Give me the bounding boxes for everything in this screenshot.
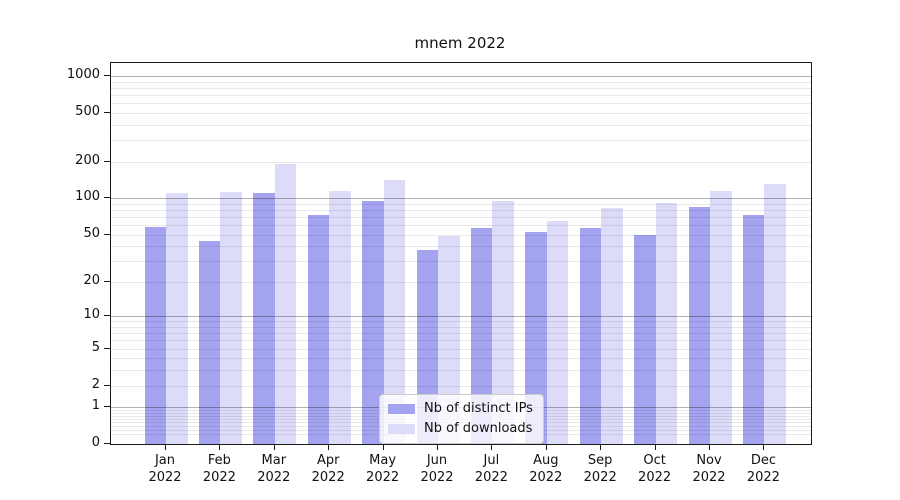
y-tick-mark — [104, 406, 110, 408]
x-tick-mark — [273, 444, 275, 450]
bar — [307, 214, 330, 444]
x-tick-mark — [654, 444, 656, 450]
bar — [492, 200, 514, 444]
bar — [710, 190, 732, 444]
bar — [601, 207, 623, 444]
y-tick-label: 100 — [75, 189, 100, 205]
legend-swatch — [388, 403, 415, 414]
bar — [764, 184, 786, 444]
bar — [198, 241, 221, 444]
x-tick-mark — [709, 444, 710, 450]
x-tick-label: Dec 2022 — [746, 453, 780, 485]
bars-layer — [111, 63, 811, 444]
x-tick-label: Nov 2022 — [692, 453, 726, 485]
bar — [166, 193, 188, 444]
bar — [220, 192, 242, 444]
bar — [470, 227, 493, 444]
x-tick-mark — [328, 444, 330, 450]
bar — [329, 190, 351, 444]
x-tick-mark — [382, 444, 384, 450]
y-tick-mark — [104, 111, 110, 113]
y-tick-mark — [104, 443, 110, 444]
y-tick-mark — [104, 384, 110, 386]
x-tick-mark — [437, 444, 438, 450]
y-tick-label: 1 — [91, 398, 100, 414]
x-tick-label: Jun 2022 — [420, 453, 454, 485]
x-tick-label: Feb 2022 — [202, 453, 236, 485]
x-tick-mark — [491, 444, 493, 450]
legend-row: Nb of downloads — [388, 420, 533, 437]
y-tick-mark — [104, 160, 110, 162]
x-tick-label: May 2022 — [366, 453, 400, 485]
y-tick-mark — [104, 315, 110, 317]
y-tick-label: 1000 — [66, 66, 100, 82]
bar — [579, 227, 602, 444]
y-tick-label: 20 — [83, 272, 100, 288]
bar — [688, 207, 710, 444]
bar — [274, 163, 297, 444]
legend-label: Nb of distinct IPs — [424, 401, 533, 416]
legend: Nb of distinct IPs Nb of downloads — [379, 394, 544, 444]
y-tick-label: 200 — [75, 152, 100, 168]
x-tick-label: Mar 2022 — [257, 453, 291, 485]
bar — [383, 180, 406, 444]
y-tick-mark — [104, 197, 110, 199]
y-tick-mark — [104, 347, 110, 349]
y-tick-mark — [104, 74, 110, 76]
y-tick-label: 0 — [91, 435, 100, 450]
bar — [634, 234, 656, 444]
x-tick-label: Jul 2022 — [474, 453, 508, 485]
y-tick-label: 10 — [83, 307, 100, 323]
bar — [438, 235, 460, 444]
x-tick-mark — [545, 444, 547, 450]
x-tick-label: Sep 2022 — [583, 453, 617, 485]
x-tick-label: Aug 2022 — [529, 453, 563, 485]
y-tick-label: 50 — [83, 225, 100, 241]
x-tick-mark — [600, 444, 602, 450]
x-tick-label: Apr 2022 — [311, 453, 345, 485]
bar — [655, 203, 678, 444]
bar — [253, 193, 275, 444]
y-tick-label: 5 — [91, 339, 100, 355]
plot-area: Nb of distinct IPs Nb of downloads — [110, 62, 812, 445]
y-tick-mark — [104, 233, 110, 235]
legend-label: Nb of downloads — [424, 421, 533, 436]
x-tick-label: Oct 2022 — [638, 453, 672, 485]
x-tick-mark — [763, 444, 765, 450]
y-tick-mark — [104, 280, 110, 282]
y-tick-label: 500 — [75, 103, 100, 119]
legend-swatch — [388, 423, 415, 434]
bar — [525, 231, 547, 444]
y-tick-label: 2 — [91, 376, 100, 392]
bar — [546, 220, 569, 444]
bar — [144, 226, 166, 444]
chart-title: mnem 2022 — [414, 34, 506, 52]
x-tick-mark — [165, 444, 166, 450]
x-tick-label: Jan 2022 — [148, 453, 182, 485]
bar — [362, 201, 384, 444]
bar — [742, 214, 765, 444]
legend-row: Nb of distinct IPs — [388, 400, 533, 417]
x-tick-mark — [219, 444, 221, 450]
